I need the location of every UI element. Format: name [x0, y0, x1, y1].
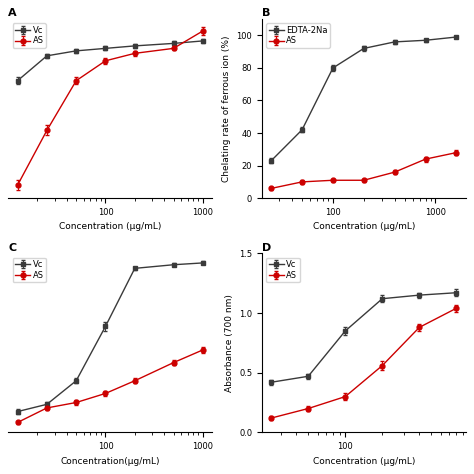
Legend: Vc, AS: Vc, AS [12, 257, 46, 282]
X-axis label: Concentration (μg/mL): Concentration (μg/mL) [59, 222, 161, 231]
X-axis label: Concentration(μg/mL): Concentration(μg/mL) [61, 456, 160, 465]
Y-axis label: Chelating rate of ferrous ion (%): Chelating rate of ferrous ion (%) [222, 36, 231, 182]
X-axis label: Concentration (μg/mL): Concentration (μg/mL) [313, 456, 415, 465]
Text: D: D [262, 243, 271, 253]
Legend: Vc, AS: Vc, AS [12, 23, 46, 48]
Text: C: C [9, 243, 17, 253]
Text: A: A [9, 9, 17, 18]
X-axis label: Concentration (μg/mL): Concentration (μg/mL) [313, 222, 415, 231]
Legend: EDTA-2Na, AS: EDTA-2Na, AS [266, 23, 330, 48]
Y-axis label: Absorbance (700 nm): Absorbance (700 nm) [225, 294, 234, 392]
Text: B: B [262, 9, 270, 18]
Legend: Vc, AS: Vc, AS [266, 257, 300, 282]
